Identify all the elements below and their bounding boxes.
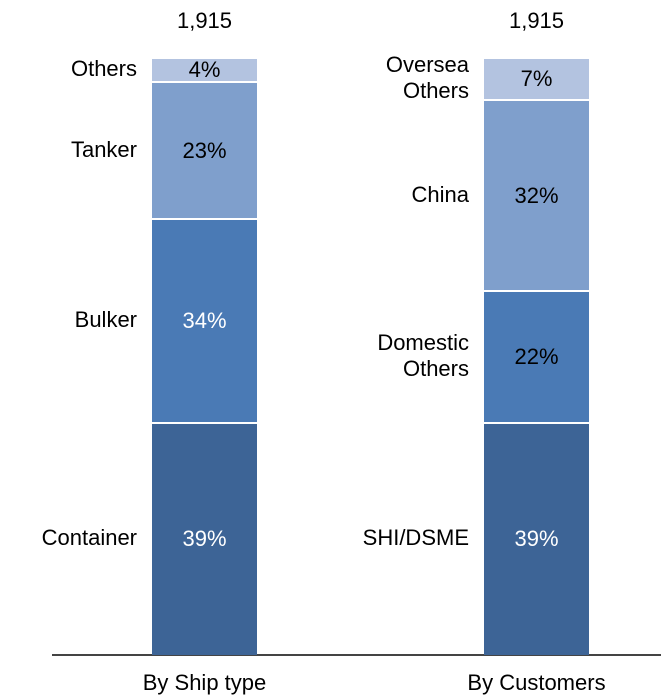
segment-name: China xyxy=(411,181,469,207)
segment-name: Tanker xyxy=(70,136,137,162)
bar-segment: 4% xyxy=(152,56,257,82)
segment-name: Domestic Others xyxy=(377,329,469,381)
value-label: 34% xyxy=(182,308,227,334)
value-label: 4% xyxy=(188,56,221,82)
total-label: 1,915 xyxy=(508,8,565,33)
bar-segment: 34% xyxy=(152,218,257,422)
bar-segment: 23% xyxy=(152,80,257,219)
segment-name: Bulker xyxy=(74,307,137,333)
segment-name: Others xyxy=(70,55,137,81)
total-label: 1,915 xyxy=(176,8,233,33)
bar-segment: 39% xyxy=(484,421,589,655)
segment-name: SHI/DSME xyxy=(362,525,469,551)
baseline xyxy=(52,654,661,656)
segment-name: Container xyxy=(41,525,137,551)
category-label: By Customers xyxy=(467,670,606,695)
value-label: 23% xyxy=(182,137,227,163)
value-label: 32% xyxy=(514,182,559,208)
value-label: 22% xyxy=(514,343,559,369)
bar-segment: 32% xyxy=(484,98,589,291)
bar-segment: 39% xyxy=(152,421,257,655)
value-label: 39% xyxy=(514,526,559,552)
segment-name: Oversea Others xyxy=(385,51,469,103)
value-label: 7% xyxy=(520,65,553,91)
value-label: 39% xyxy=(182,526,227,552)
bar-segment: 22% xyxy=(484,290,589,422)
bar-segment: 7% xyxy=(484,57,589,99)
category-label: By Ship type xyxy=(142,670,267,695)
